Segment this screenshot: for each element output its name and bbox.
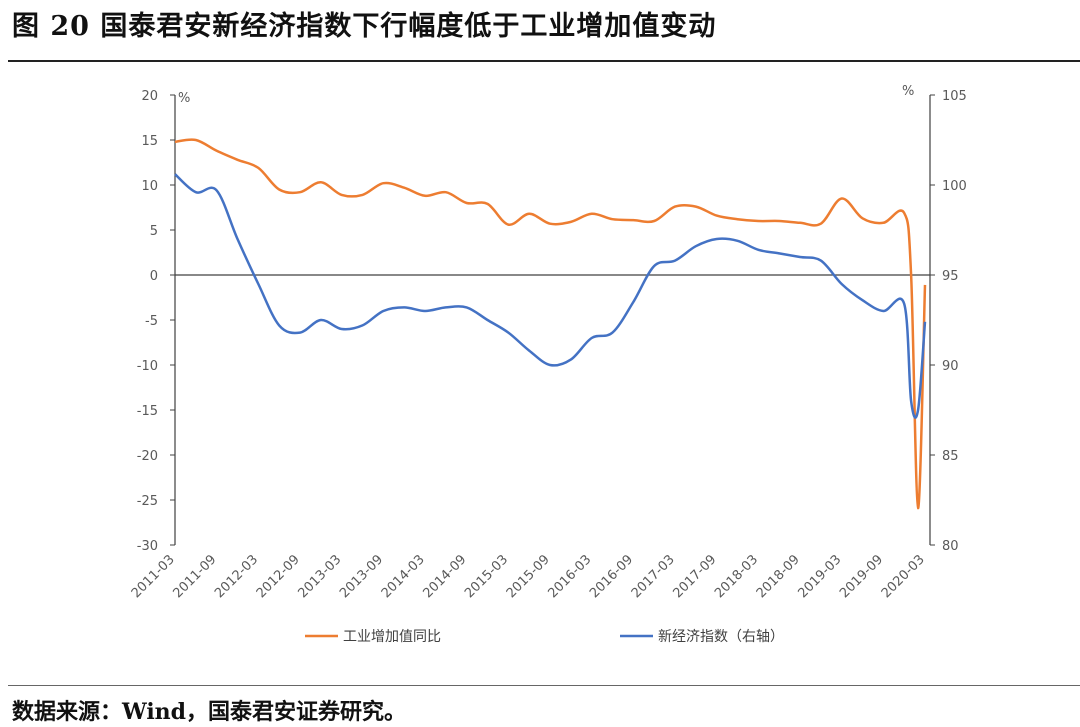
left-tick-label: 10: [141, 179, 158, 194]
x-tick-label: 2016-03: [545, 552, 594, 601]
industrial-value-line: [174, 138, 927, 510]
x-axis: 2011-032011-092012-032012-092013-032013-…: [129, 274, 930, 601]
left-tick-label: 0: [150, 269, 158, 284]
x-tick-label: 2012-03: [212, 552, 261, 601]
left-tick-label: -10: [137, 359, 158, 374]
figure-title: 图 20 国泰君安新经济指数下行幅度低于工业增加值变动: [12, 11, 717, 42]
left-tick-label: -5: [145, 314, 158, 329]
x-tick-label: 2012-09: [254, 552, 303, 601]
left-tick-label: 20: [141, 89, 158, 104]
right-tick-label: 80: [942, 539, 959, 554]
x-tick-label: 2020-03: [879, 552, 928, 601]
right-tick-label: 85: [942, 449, 959, 464]
left-y-axis: 20 15 10 5 0 -5 -10 -15 -20 -25 -30: [137, 89, 176, 554]
x-tick-label: 2018-03: [712, 552, 761, 601]
x-tick-label: 2017-09: [670, 552, 719, 601]
right-y-axis: 105 100 95 90 85 80: [929, 89, 967, 554]
right-tick-label: 90: [942, 359, 959, 374]
x-tick-label: 2011-03: [129, 552, 178, 601]
left-tick-label: -30: [137, 539, 158, 554]
legend: 工业增加值同比 新经济指数（右轴）: [305, 629, 784, 645]
left-tick-label: -15: [137, 404, 158, 419]
right-tick-label: 100: [942, 179, 967, 194]
legend-label-industrial: 工业增加值同比: [343, 629, 441, 645]
x-tick-label: 2018-09: [754, 552, 803, 601]
x-tick-label: 2019-09: [837, 552, 886, 601]
x-tick-label: 2014-03: [379, 552, 428, 601]
top-divider: [8, 60, 1080, 62]
right-tick-label: 95: [942, 269, 959, 284]
x-tick-label: 2017-03: [629, 552, 678, 601]
new-economy-index-line: [174, 173, 927, 419]
x-tick-label: 2013-09: [337, 552, 386, 601]
left-tick-label: -25: [137, 494, 158, 509]
left-tick-label: 15: [141, 134, 158, 149]
series-lines: [174, 138, 927, 510]
x-tick-label: 2011-09: [170, 552, 219, 601]
legend-label-new-economy: 新经济指数（右轴）: [658, 629, 784, 645]
left-tick-label: 5: [150, 224, 158, 239]
x-tick-label: 2015-03: [462, 552, 511, 601]
right-tick-label: 105: [942, 89, 967, 104]
bottom-divider: [8, 685, 1080, 686]
data-source-note: 数据来源：Wind，国泰君安证券研究。: [12, 699, 407, 725]
left-axis-unit: %: [178, 91, 190, 106]
x-tick-label: 2016-09: [587, 552, 636, 601]
left-tick-label: -20: [137, 449, 158, 464]
right-axis-unit: %: [902, 84, 914, 99]
x-tick-label: 2019-03: [795, 552, 844, 601]
x-tick-label: 2014-09: [420, 552, 469, 601]
x-tick-label: 2013-03: [295, 552, 344, 601]
x-tick-label: 2015-09: [504, 552, 553, 601]
